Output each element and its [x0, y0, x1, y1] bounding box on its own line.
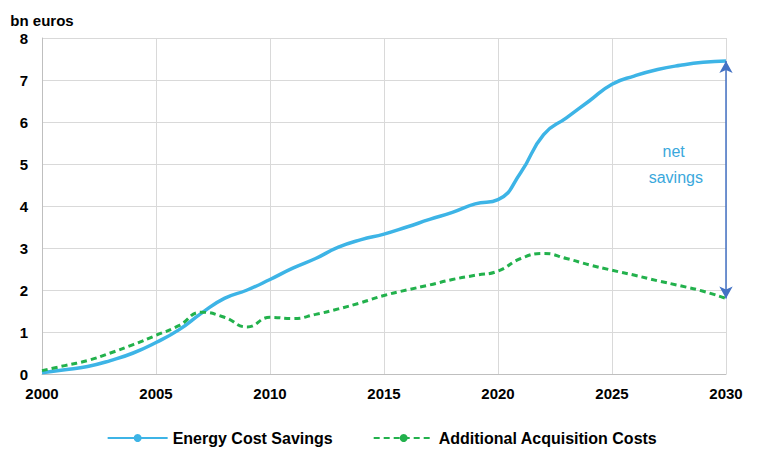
svg-text:5: 5: [20, 156, 28, 173]
svg-text:2020: 2020: [481, 385, 514, 402]
svg-text:8: 8: [20, 30, 28, 47]
svg-text:Additional Acquisition Costs: Additional Acquisition Costs: [439, 430, 657, 447]
svg-text:2005: 2005: [139, 385, 172, 402]
svg-text:7: 7: [20, 72, 28, 89]
svg-text:2015: 2015: [367, 385, 400, 402]
svg-text:2025: 2025: [595, 385, 628, 402]
svg-text:0: 0: [20, 366, 28, 383]
svg-text:2030: 2030: [709, 385, 742, 402]
svg-text:2000: 2000: [25, 385, 58, 402]
svg-text:Energy Cost Savings: Energy Cost Savings: [173, 430, 333, 447]
svg-text:2: 2: [20, 282, 28, 299]
svg-text:1: 1: [20, 324, 28, 341]
svg-text:bn euros: bn euros: [10, 12, 73, 29]
svg-text:4: 4: [20, 198, 29, 215]
svg-text:net: net: [662, 143, 689, 160]
svg-text:2010: 2010: [253, 385, 286, 402]
svg-text:6: 6: [20, 114, 28, 131]
svg-text:3: 3: [20, 240, 28, 257]
svg-text:savings: savings: [649, 169, 703, 186]
